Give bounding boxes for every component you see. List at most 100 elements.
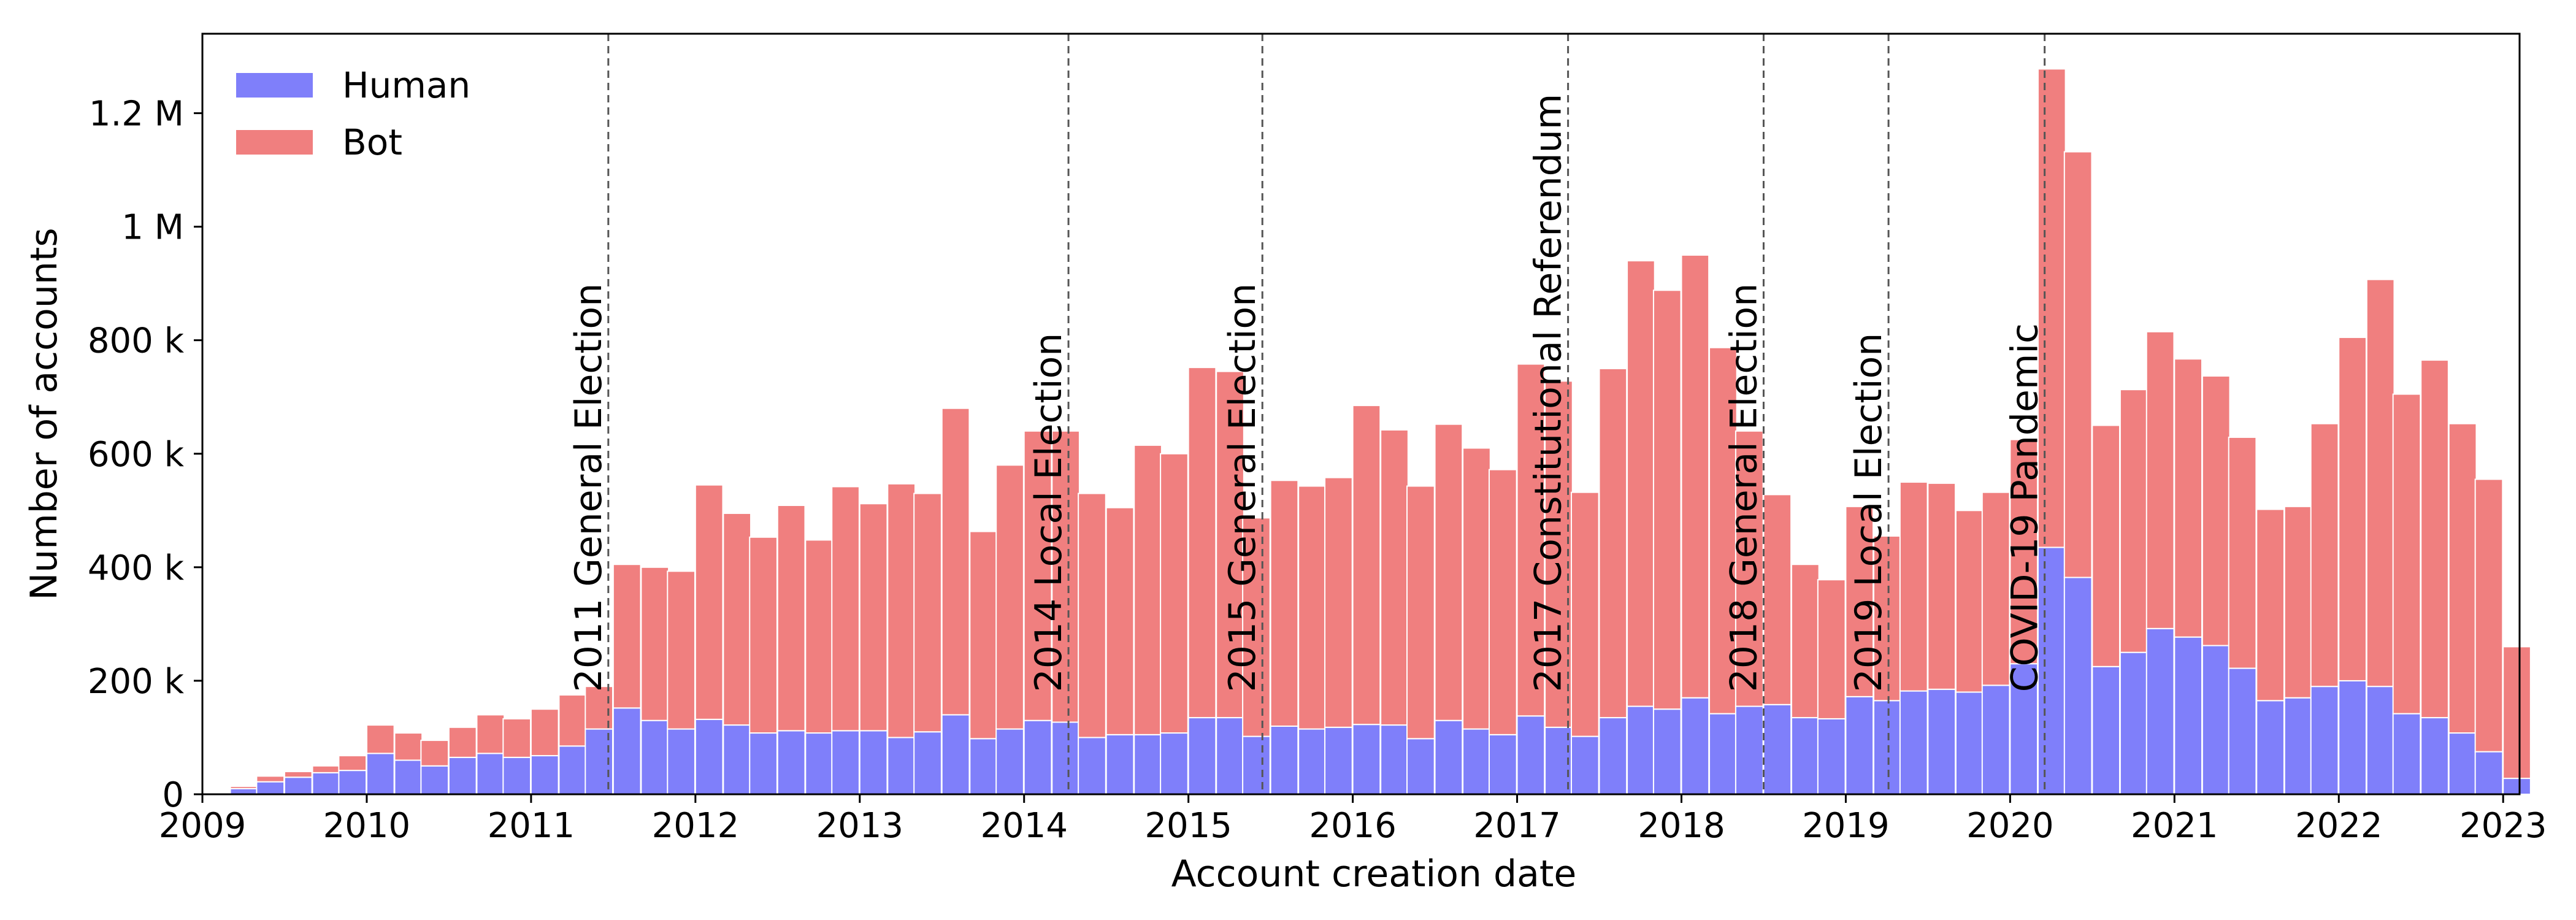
human-bar: [283, 776, 313, 795]
bot-bar: [1133, 444, 1162, 735]
human-bar: [1955, 691, 1984, 795]
human-bar: [1051, 721, 1080, 795]
bot-bar: [1023, 430, 1052, 721]
x-tick-label: 2020: [1966, 806, 2054, 846]
x-tick-label: 2018: [1638, 806, 1725, 846]
bot-bar: [1516, 363, 1546, 717]
bot-bar: [312, 765, 341, 773]
bot-bar: [1488, 469, 1517, 735]
bot-bar: [2145, 331, 2175, 629]
human-bar: [1352, 724, 1381, 795]
human-bar: [776, 730, 806, 795]
bot-bar: [1817, 579, 1846, 719]
human-bar: [1023, 719, 1052, 795]
human-bar: [2502, 778, 2531, 795]
y-tick-label: 400 k: [88, 548, 185, 588]
bot-bar: [1352, 405, 1381, 726]
bot-bar: [1709, 347, 1738, 715]
human-bar: [694, 718, 724, 795]
human-bar: [749, 732, 778, 795]
bot-bar: [1627, 260, 1655, 707]
human-bar: [887, 737, 916, 795]
bot-bar: [2037, 68, 2066, 548]
human-bar: [859, 730, 888, 795]
bot-bar: [1981, 491, 2011, 686]
x-tick-label: 2021: [2131, 806, 2218, 846]
human-bar: [558, 745, 588, 795]
bot-bar: [2283, 505, 2313, 699]
bot-bar: [1899, 481, 1928, 692]
event-label: 2014 Local Election: [1027, 333, 1070, 692]
bot-bar: [2474, 478, 2504, 753]
human-bar: [2310, 686, 2339, 795]
bot-bar: [366, 724, 395, 754]
human-bar: [831, 730, 860, 795]
plot-frame: [201, 33, 2521, 795]
bot-bar: [1791, 564, 1820, 719]
x-tick-label: 2014: [980, 806, 1068, 846]
human-bar: [2063, 577, 2093, 795]
human-bar: [2174, 636, 2202, 795]
event-label: 2019 Local Election: [1847, 333, 1890, 692]
bot-bar: [1434, 423, 1463, 721]
human-bar: [1187, 717, 1217, 795]
bot-bar: [2174, 358, 2202, 638]
bot-bar: [694, 484, 724, 720]
bot-bar: [1216, 370, 1244, 719]
x-tick-label: 2011: [488, 806, 575, 846]
human-bar: [2009, 663, 2039, 795]
y-tick-label: 800 k: [88, 321, 185, 361]
legend-label-human: Human: [342, 64, 470, 106]
y-tick-label: 200 k: [88, 662, 185, 702]
bot-bar: [723, 512, 752, 726]
human-bar: [338, 770, 367, 795]
human-bar: [2091, 665, 2121, 795]
bot-bar: [1270, 480, 1299, 727]
bot-bar: [394, 732, 423, 761]
human-bar: [256, 781, 285, 795]
x-tick-label: 2013: [816, 806, 904, 846]
bot-bar: [1955, 510, 1984, 693]
human-bar: [1298, 728, 1327, 795]
bot-bar: [1570, 491, 1600, 737]
bot-bar: [2228, 436, 2257, 669]
human-bar: [1324, 726, 1353, 795]
x-tick-label: 2023: [2459, 806, 2547, 846]
bot-bar: [530, 708, 559, 757]
x-tick-label: 2012: [652, 806, 740, 846]
bot-bar: [667, 570, 696, 730]
bot-bar: [1380, 429, 1409, 726]
human-bar: [1791, 717, 1820, 795]
bot-bar: [1652, 289, 1682, 710]
human-bar: [1570, 735, 1600, 795]
bot-bar: [887, 483, 916, 738]
axes-layer: 2009 2010 2011 2012 2013 2014 2015 2016 2017 2018…: [88, 33, 2547, 846]
bot-bar: [805, 539, 834, 734]
bot-bar: [2420, 359, 2449, 719]
bot-bar: [941, 407, 970, 716]
legend-swatch-human: [236, 73, 313, 98]
bot-bar: [995, 464, 1024, 730]
bot-bar: [1735, 430, 1764, 707]
bot-bar: [420, 740, 450, 767]
human-bar: [420, 765, 450, 795]
bot-bar: [640, 566, 670, 721]
legend-swatch-bot: [236, 130, 313, 155]
bot-bar: [1187, 367, 1217, 719]
human-bar: [1817, 718, 1846, 795]
x-tick-label: 2016: [1309, 806, 1397, 846]
bot-bar: [1160, 453, 1189, 734]
human-bar: [2201, 645, 2231, 795]
y-tick-label: 600 k: [88, 435, 185, 475]
bot-bar: [2119, 389, 2149, 653]
human-bar: [1899, 690, 1928, 795]
x-tick-label: 2010: [323, 806, 411, 846]
human-bar: [448, 756, 477, 795]
x-tick-label: 2015: [1144, 806, 1232, 846]
bot-bar: [448, 726, 477, 758]
bot-bar: [1598, 367, 1628, 719]
human-bar: [394, 759, 423, 795]
bot-bar: [283, 770, 313, 778]
human-bar: [312, 772, 341, 795]
